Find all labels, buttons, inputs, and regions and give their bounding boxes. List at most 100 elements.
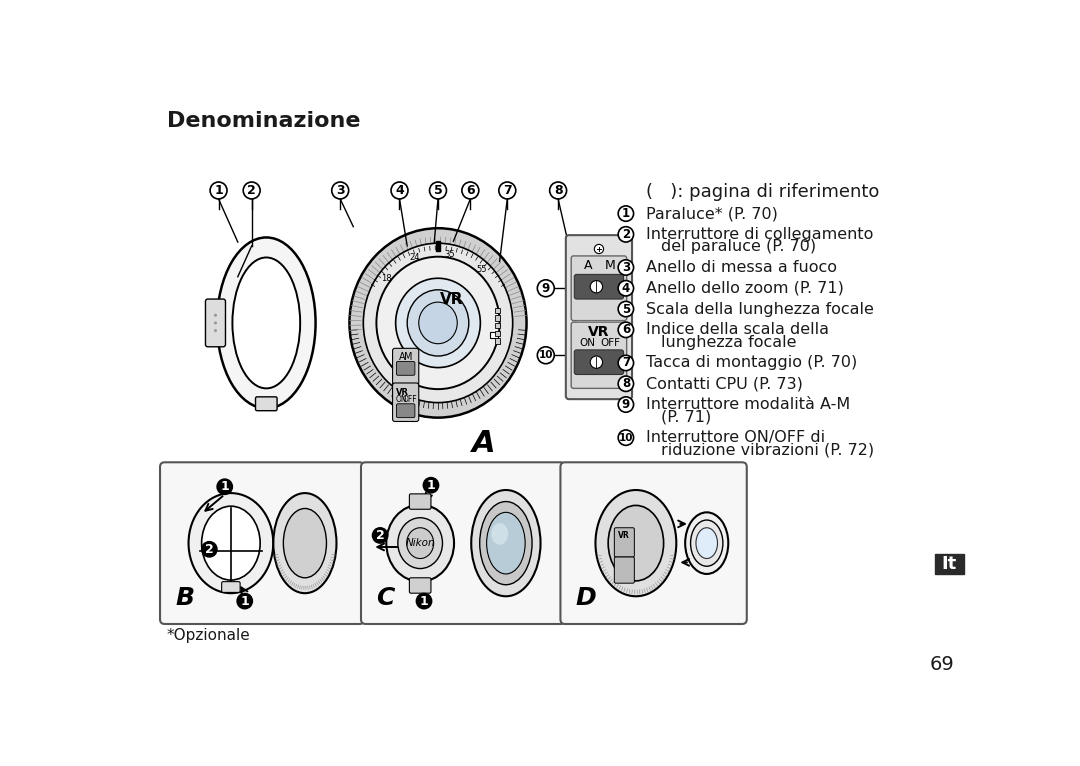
Text: 1: 1 — [214, 184, 222, 197]
Bar — [495, 316, 500, 321]
Ellipse shape — [491, 523, 509, 545]
Text: riduzione vibrazioni (P. 72): riduzione vibrazioni (P. 72) — [661, 443, 875, 457]
Ellipse shape — [419, 302, 457, 344]
Text: Interruttore di collegamento: Interruttore di collegamento — [646, 227, 874, 242]
Ellipse shape — [395, 278, 481, 368]
Text: A: A — [583, 260, 592, 273]
FancyBboxPatch shape — [221, 581, 240, 592]
Text: ON: ON — [395, 395, 407, 404]
Text: D: D — [576, 586, 596, 611]
FancyBboxPatch shape — [396, 362, 415, 375]
Text: A: A — [472, 428, 496, 457]
Circle shape — [214, 322, 217, 325]
Circle shape — [618, 280, 634, 296]
Circle shape — [618, 260, 634, 275]
Circle shape — [618, 301, 634, 317]
Text: 7: 7 — [503, 184, 512, 197]
Bar — [495, 339, 500, 344]
Circle shape — [550, 182, 567, 199]
Text: 2: 2 — [376, 529, 384, 542]
Circle shape — [423, 477, 438, 493]
Ellipse shape — [189, 493, 273, 593]
Text: 9: 9 — [542, 282, 550, 295]
Circle shape — [594, 244, 604, 254]
Circle shape — [462, 182, 478, 199]
Text: 1: 1 — [241, 594, 249, 607]
Circle shape — [618, 322, 634, 338]
Ellipse shape — [273, 493, 337, 593]
Circle shape — [591, 280, 603, 293]
Circle shape — [618, 355, 634, 371]
FancyBboxPatch shape — [409, 494, 431, 509]
Bar — [490, 332, 498, 339]
Circle shape — [591, 356, 603, 368]
Text: VR: VR — [589, 325, 610, 339]
FancyBboxPatch shape — [575, 350, 623, 375]
Text: OFF: OFF — [402, 395, 417, 404]
Ellipse shape — [387, 505, 454, 581]
Circle shape — [618, 430, 634, 445]
Circle shape — [391, 182, 408, 199]
Text: 35: 35 — [445, 250, 455, 259]
Text: 2: 2 — [247, 184, 256, 197]
Circle shape — [538, 347, 554, 364]
FancyBboxPatch shape — [566, 235, 632, 399]
Circle shape — [618, 376, 634, 391]
Text: 4: 4 — [622, 282, 630, 295]
Ellipse shape — [690, 520, 723, 566]
Text: Indice della scala della: Indice della scala della — [646, 322, 828, 337]
Text: Anello dello zoom (P. 71): Anello dello zoom (P. 71) — [646, 281, 843, 296]
FancyBboxPatch shape — [409, 578, 431, 593]
FancyBboxPatch shape — [392, 383, 419, 421]
Circle shape — [237, 594, 253, 609]
Text: 24: 24 — [409, 254, 420, 262]
Circle shape — [416, 594, 432, 609]
Text: A: A — [400, 352, 406, 362]
Text: Interruttore modalità A-M: Interruttore modalità A-M — [646, 397, 850, 412]
Text: 69: 69 — [930, 655, 955, 674]
Text: 1: 1 — [622, 207, 630, 220]
Text: 5: 5 — [622, 303, 630, 316]
Text: M: M — [605, 260, 616, 273]
FancyBboxPatch shape — [361, 463, 565, 624]
FancyBboxPatch shape — [160, 463, 364, 624]
Circle shape — [430, 182, 446, 199]
Text: 6: 6 — [622, 323, 630, 336]
Ellipse shape — [350, 228, 527, 417]
Text: OFF: OFF — [600, 338, 620, 348]
Text: Tacca di montaggio (P. 70): Tacca di montaggio (P. 70) — [646, 355, 858, 371]
Text: 7: 7 — [622, 356, 630, 369]
Circle shape — [538, 280, 554, 296]
Text: *Opzionale: *Opzionale — [167, 628, 251, 643]
Text: B: B — [175, 586, 194, 611]
Ellipse shape — [232, 257, 300, 388]
Text: del paraluce (P. 70): del paraluce (P. 70) — [661, 239, 816, 254]
Text: 1: 1 — [420, 594, 429, 607]
FancyBboxPatch shape — [392, 349, 419, 385]
Text: (P. 71): (P. 71) — [661, 409, 712, 424]
Ellipse shape — [471, 490, 540, 596]
Text: 2: 2 — [205, 543, 214, 556]
Ellipse shape — [595, 490, 676, 596]
Text: 1: 1 — [427, 479, 435, 492]
Text: 6: 6 — [467, 184, 474, 197]
Text: Denominazione: Denominazione — [167, 111, 361, 131]
Ellipse shape — [608, 506, 663, 581]
Text: It: It — [942, 555, 957, 573]
FancyBboxPatch shape — [205, 299, 226, 347]
FancyBboxPatch shape — [571, 322, 626, 388]
Text: 10: 10 — [619, 433, 633, 443]
Bar — [495, 307, 500, 313]
Bar — [495, 331, 500, 336]
Ellipse shape — [202, 506, 260, 580]
Ellipse shape — [487, 512, 525, 574]
Ellipse shape — [217, 237, 315, 408]
Ellipse shape — [283, 509, 326, 578]
Circle shape — [211, 182, 227, 199]
Circle shape — [214, 314, 217, 317]
Ellipse shape — [363, 244, 513, 403]
Circle shape — [217, 479, 232, 494]
Ellipse shape — [407, 528, 434, 558]
FancyBboxPatch shape — [615, 557, 634, 583]
Circle shape — [202, 542, 217, 557]
